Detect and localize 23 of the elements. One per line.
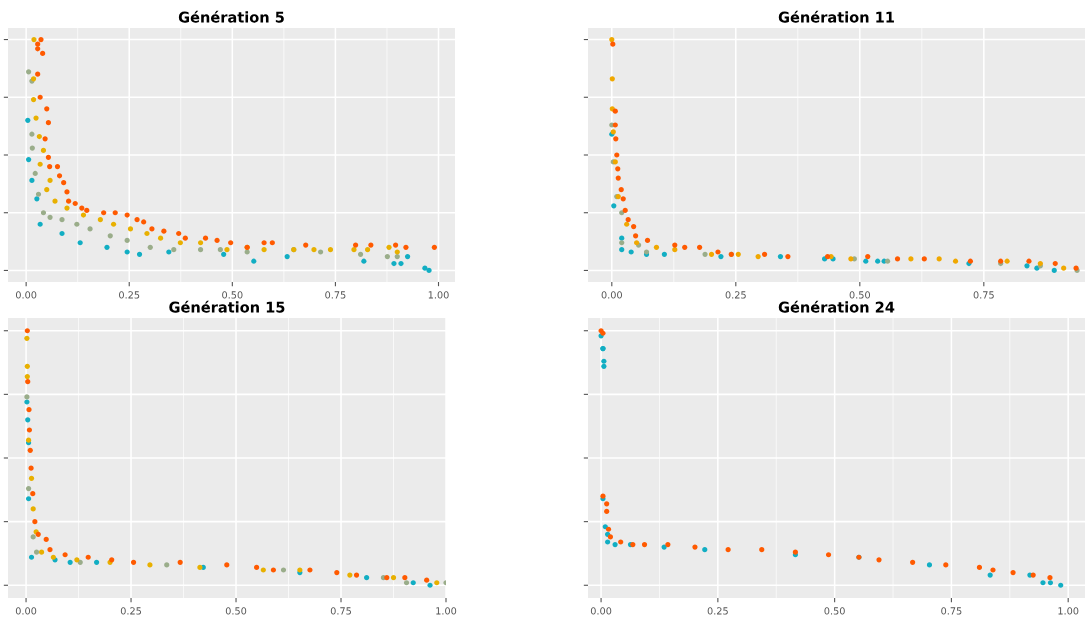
x-tick-label: 0.25 — [120, 607, 142, 615]
x-tick-label: 1.00 — [1058, 607, 1079, 615]
x-tick-label: 0.75 — [325, 291, 346, 299]
x-tick-label: 0.25 — [725, 291, 746, 299]
chart-title: Génération 15 — [169, 300, 285, 313]
x-tick-label: 1.00 — [428, 291, 449, 299]
chart-title: Génération 5 — [178, 10, 284, 23]
chart-title: Génération 11 — [778, 10, 894, 23]
x-tick-label: 0.50 — [225, 607, 247, 615]
x-tick-label: 0.00 — [15, 291, 37, 299]
x-tick-label: 0.00 — [590, 607, 612, 615]
x-tick-label: 0.50 — [824, 607, 845, 615]
x-tick-label: 0.25 — [119, 291, 140, 299]
x-tick-label: 0.25 — [707, 607, 728, 615]
x-tick-label: 0.75 — [941, 607, 962, 615]
x-tick-label: 0.75 — [973, 291, 994, 299]
x-tick-label: 0.00 — [15, 607, 37, 615]
x-tick-label: 0.50 — [849, 291, 870, 299]
x-tick-label: 0.50 — [222, 291, 243, 299]
x-tick-label: 0.00 — [601, 291, 622, 299]
x-tick-label: 1.00 — [436, 607, 457, 615]
x-tick-label: 0.75 — [330, 607, 351, 615]
chart-title: Génération 24 — [778, 300, 895, 313]
